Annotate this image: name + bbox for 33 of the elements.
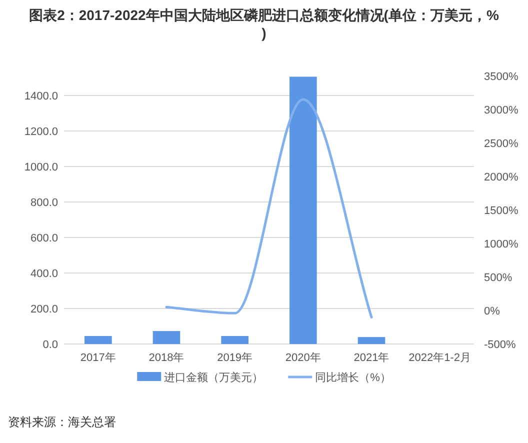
y2-tick-label: 2500% [484,138,518,150]
legend-label: 同比增长（%） [315,371,391,384]
y-tick-label: 200.0 [30,304,58,316]
y-tick-label: 600.0 [30,232,58,245]
y-tick-label: 1200.0 [24,126,58,138]
y-tick-label: 800.0 [30,197,58,210]
y-tick-label: 400.0 [30,268,58,280]
x-tick-label: 2018年 [148,352,184,364]
y2-tick-label: 500% [484,272,512,284]
y-tick-label: 1000.0 [24,162,58,174]
bar [152,331,180,344]
x-tick-label: 2021年 [354,352,390,364]
y2-tick-label: 3500% [484,71,518,83]
legend-label: 进口金额（万美元） [164,371,264,384]
y2-tick-label: 2000% [484,172,518,184]
y2-tick-label: -500% [484,339,516,351]
text: 0.0 [42,339,58,351]
x-tick-label: 2022年1-2月 [408,352,472,364]
y-tick-label: 1400.0 [24,90,58,103]
bar [358,337,386,344]
x-tick-label: 2017年 [80,352,116,364]
bar [84,336,112,344]
text: 资料来源：海关总署 [8,415,116,429]
y2-tick-label: 1000% [484,238,518,250]
x-tick-label: 2020年 [285,352,321,364]
bar [221,336,248,344]
chart-title: 图表2：2017-2022年中国大陆地区磷肥进口总额变化情况(单位：万美元，%) [29,7,500,41]
y2-tick-label: 1500% [484,205,518,217]
x-tick-label: 2019年 [217,352,253,364]
y2-tick-label: 3000% [484,104,518,116]
line-series [165,98,373,318]
y2-tick-label: 0% [484,306,500,318]
bar [290,76,317,344]
